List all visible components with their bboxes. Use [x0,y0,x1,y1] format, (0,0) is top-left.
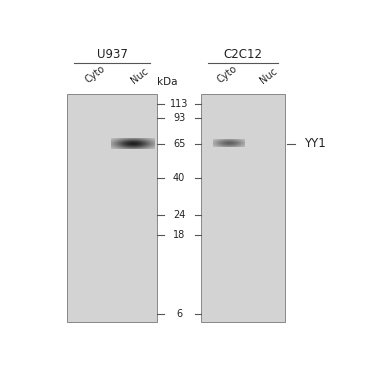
Bar [67,94,158,322]
Text: 18: 18 [173,230,185,240]
Text: 65: 65 [173,139,185,148]
Text: Cyto: Cyto [216,64,240,86]
Text: kDa: kDa [157,77,178,87]
Text: 113: 113 [170,99,188,109]
Text: C2C12: C2C12 [224,48,262,61]
Text: YY1: YY1 [304,137,326,150]
Text: 6: 6 [176,309,182,318]
Bar [201,94,285,322]
Text: Nuc: Nuc [129,66,150,86]
Text: 93: 93 [173,113,185,123]
Text: U937: U937 [97,48,128,61]
Text: 24: 24 [173,210,185,220]
Text: 40: 40 [173,173,185,183]
Text: Nuc: Nuc [258,66,279,86]
Text: Cyto: Cyto [84,64,107,86]
